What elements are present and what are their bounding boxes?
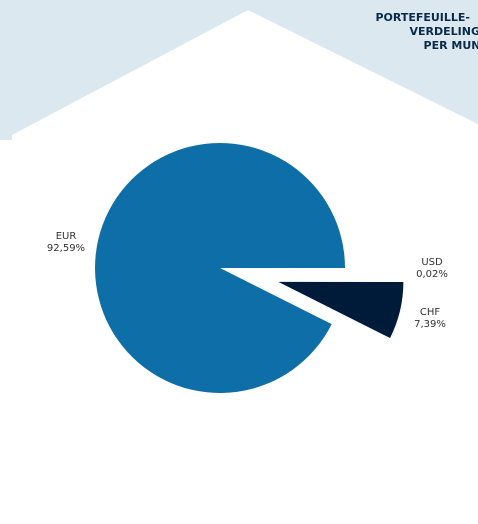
slice-label: CHF [420,307,441,318]
pie-slice [95,143,345,393]
slice-value: 7,39% [414,319,446,330]
slice-value: 92,59% [47,243,85,254]
slice-value: 0,02% [416,269,448,280]
slice-label: USD [421,257,443,268]
slice-label: EUR [56,231,77,242]
title-line: VERDELING [410,25,478,38]
pie-slice [278,281,404,338]
title-line: PER MUNT [424,39,478,52]
title-line: PORTEFEUILLE- [375,11,470,24]
